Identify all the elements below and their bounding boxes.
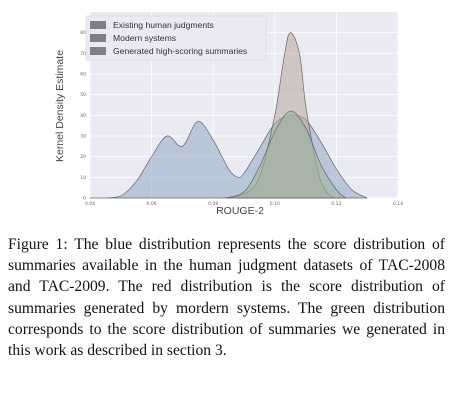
legend-swatch [90,34,106,42]
y-tick-label: 20 [80,154,86,160]
x-tick-label: 0.08 [208,201,218,207]
y-tick-label: 40 [80,113,86,119]
y-tick-label: 30 [80,134,86,140]
legend-label: Generated high-scoring summaries [113,46,247,56]
x-tick-label: 0.10 [270,201,280,207]
figure-1-chart: 0.04 0.06 0.08 0.10 0.12 0.14 0 10 20 30 40 50 60 70 8… [54,12,403,217]
density-generated-high-scoring-summaries [225,110,347,199]
y-axis-label: Kernel Density Estimate [54,50,66,162]
legend-swatch [90,21,106,29]
y-tick-label: 70 [80,51,86,57]
y-tick-label: 80 [80,30,86,36]
x-tick-label: 0.14 [393,201,403,207]
y-tick-label: 60 [80,72,86,78]
legend-box [85,15,267,61]
legend-label: Existing human judgments [113,20,214,30]
y-tick-label: 50 [80,92,86,98]
legend-label: Modern systems [113,33,176,43]
y-tick-label: 10 [80,175,86,181]
density-areas [89,32,368,199]
legend-swatch [90,47,106,55]
legend: Existing human judgments Modern systems Ge… [85,15,267,61]
x-tick-label: 0.04 [85,201,95,207]
x-tick-label: 0.12 [331,201,341,207]
x-tick-label: 0.06 [147,201,157,207]
axis-ticks: 0.04 0.06 0.08 0.10 0.12 0.14 0 10 20 30 40 50 60 70 8… [80,30,403,207]
y-tick-label: 0 [83,196,86,202]
figure-caption: Figure 1: The blue distribution represen… [8,236,445,360]
x-axis-label: ROUGE-2 [216,205,264,217]
kde-plot: 0.04 0.06 0.08 0.10 0.12 0.14 0 10 20 30 40 50 60 70 8… [54,12,403,217]
